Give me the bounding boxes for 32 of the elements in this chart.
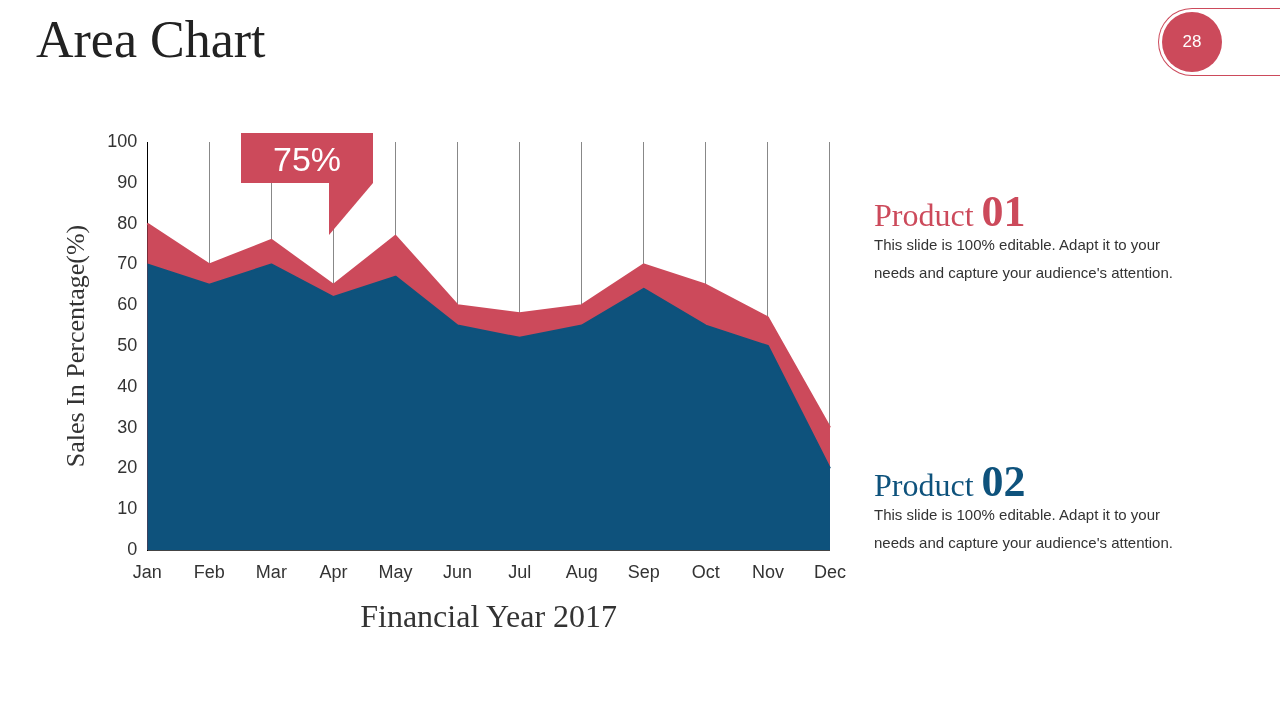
y-tick-label: 90 (117, 171, 138, 192)
x-tick-label: Dec (813, 561, 846, 582)
x-tick-label: Mar (255, 561, 287, 582)
text: This slide is 100% editable. Adapt it to your needs and capture your audience's attention. (874, 506, 1173, 551)
x-tick-label: Apr (319, 561, 348, 582)
y-tick-label: 0 (127, 538, 138, 559)
text: Product 01 (874, 186, 1027, 237)
x-tick-label: May (378, 561, 413, 582)
x-tick-label: Aug (565, 561, 598, 582)
x-tick-label: Jul (508, 561, 532, 582)
y-tick-label: 50 (117, 334, 138, 355)
y-tick-label: 40 (117, 375, 138, 396)
x-tick-label: Oct (691, 561, 720, 582)
y-tick-label: 10 (117, 498, 138, 519)
x-tick-label: Nov (751, 561, 784, 582)
y-tick-label: 30 (117, 416, 138, 437)
x-tick-label: Jan (132, 561, 162, 582)
annotation: 75% (241, 133, 373, 183)
y-tick-label: 60 (117, 294, 138, 315)
text: 28 (1162, 12, 1222, 72)
x-axis-title: Financial Year 2017 (360, 598, 618, 635)
x-tick-label: Sep (627, 561, 660, 582)
y-axis-title: Sales In Percentage(%) (61, 224, 91, 468)
x-tick-label: Jun (443, 561, 473, 582)
text: This slide is 100% editable. Adapt it to your needs and capture your audience's attention. (874, 236, 1173, 281)
y-tick-label: 100 (107, 130, 138, 151)
series-label: Product 02 (874, 456, 1027, 507)
y-tick-label: 70 (117, 253, 138, 274)
chart-title: Area Chart (36, 10, 266, 69)
y-tick-label: 80 (117, 212, 138, 233)
y-tick-label: 20 (117, 457, 138, 478)
x-tick-label: Feb (193, 561, 225, 582)
